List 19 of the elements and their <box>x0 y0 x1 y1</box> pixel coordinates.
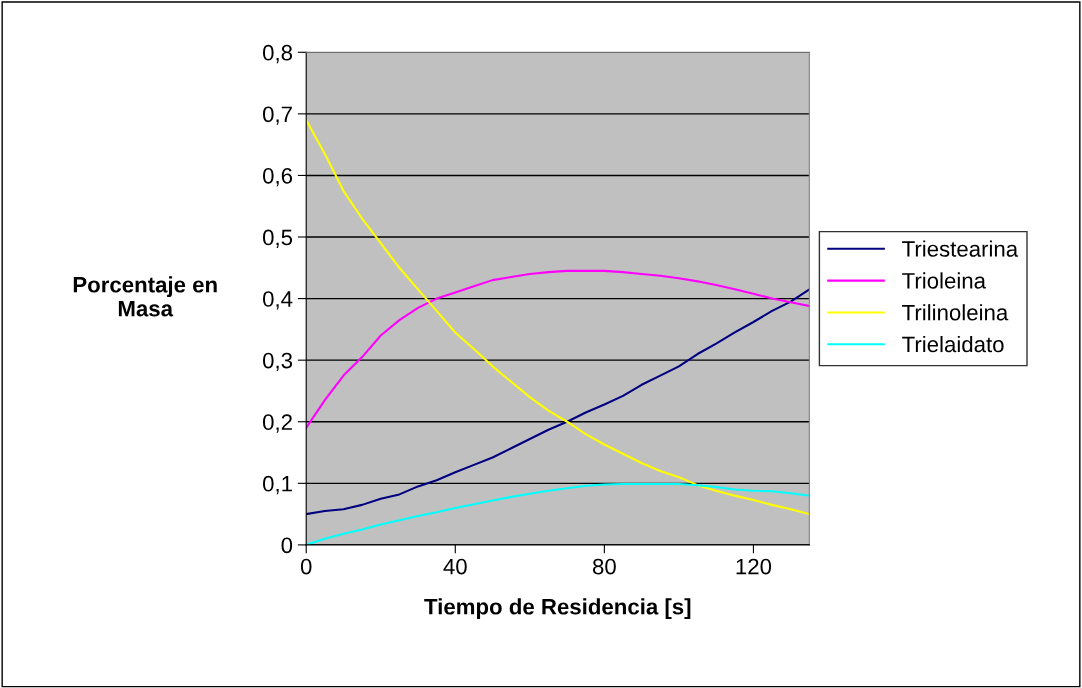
y-tick-label: 0,4 <box>262 291 293 310</box>
x-tick-label: 80 <box>592 558 616 575</box>
y-tick-label: 0,6 <box>262 167 293 187</box>
legend-label: Trielaidato <box>902 335 1004 353</box>
y-tick-label: 0 <box>281 537 293 554</box>
x-tick-label: 0 <box>300 558 312 575</box>
x-tick-label: 120 <box>736 558 772 575</box>
y-tick-label: 0,1 <box>262 475 292 495</box>
y-axis-title: Porcentaje en Masa <box>73 276 217 317</box>
y-tick-label: 0,7 <box>262 106 292 125</box>
y-tick-label: 0,3 <box>262 352 293 372</box>
legend-label: Trioleina <box>902 272 987 289</box>
legend-label: Triestearina <box>902 240 1019 257</box>
y-tick-label: 0,8 <box>262 44 293 64</box>
y-tick-label: 0,2 <box>262 414 292 433</box>
x-axis-title: Tiempo de Residencia [s] <box>424 598 691 619</box>
y-tick-label: 0,5 <box>262 229 293 248</box>
legend-label: Trilinoleina <box>902 304 1009 321</box>
x-tick-label: 40 <box>443 558 467 575</box>
